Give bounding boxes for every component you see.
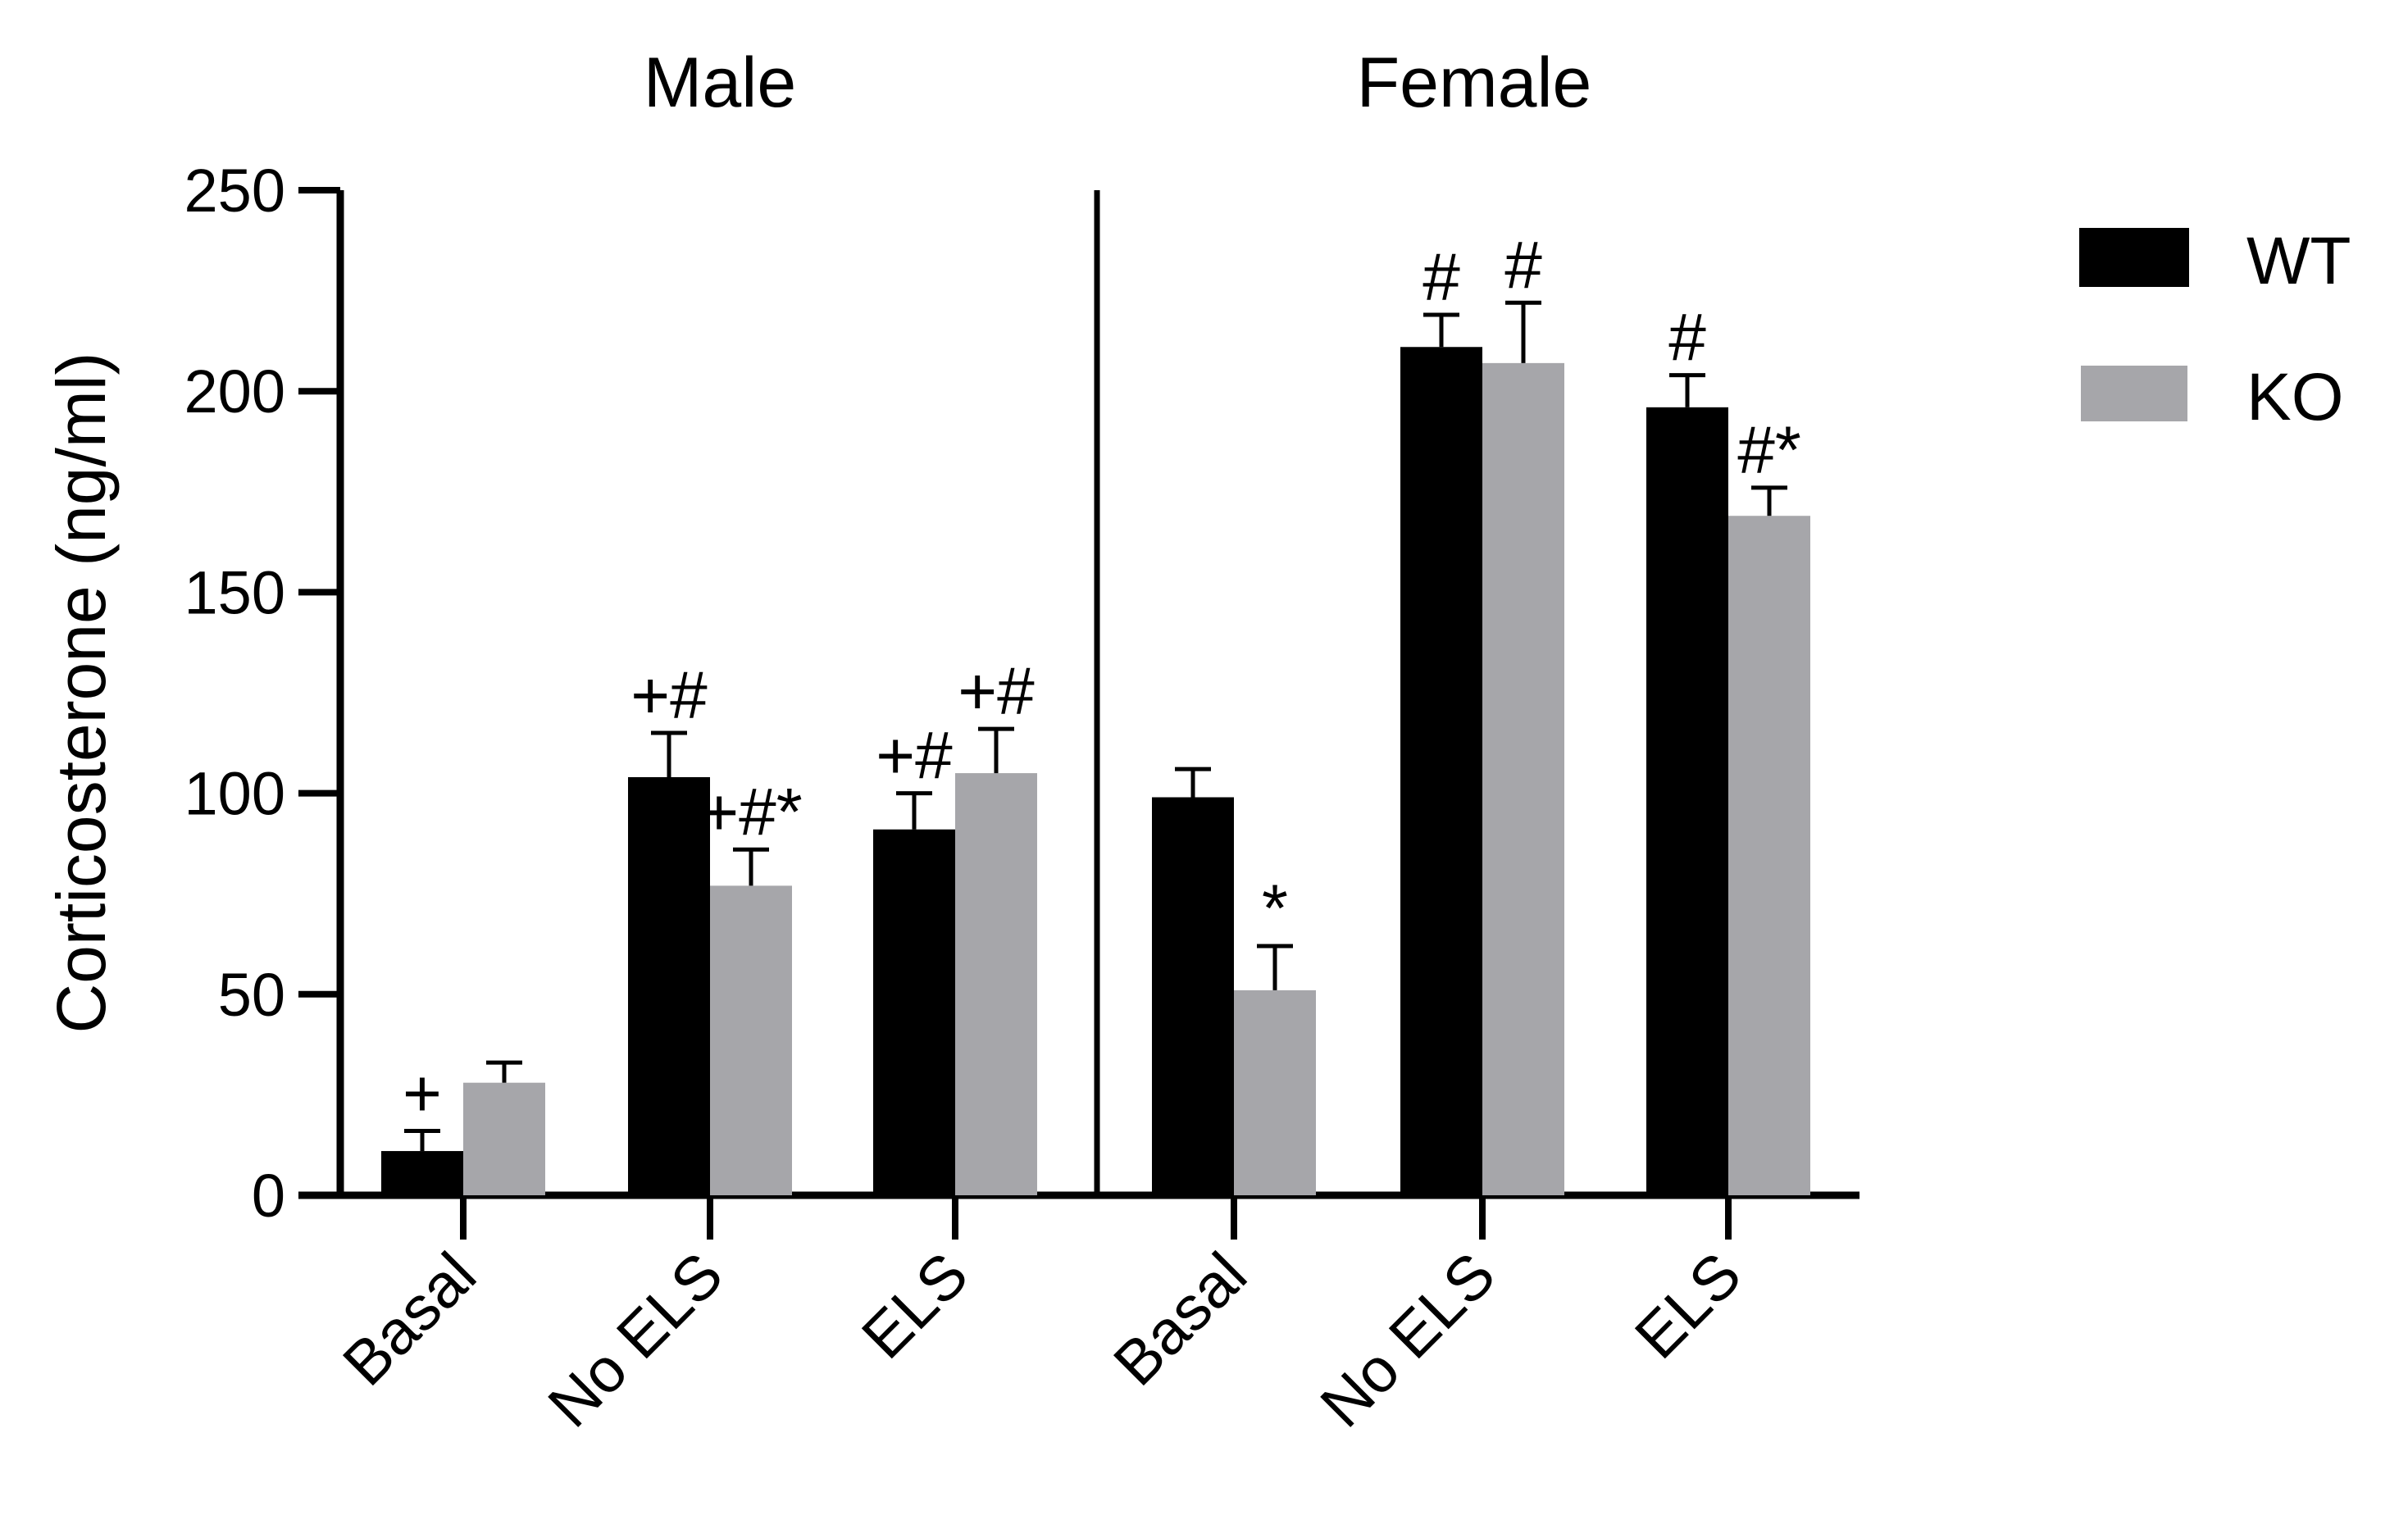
y-tick-label-50: 50 bbox=[218, 961, 285, 1029]
x-label-male-els: ELS bbox=[849, 1240, 981, 1372]
annotation-female-no-els-ko: # bbox=[1504, 228, 1542, 303]
legend: WT KO bbox=[2079, 224, 2351, 434]
y-tick-label-0: 0 bbox=[252, 1162, 285, 1230]
legend-label-ko: KO bbox=[2246, 360, 2343, 434]
annotation-male-basal-wt: + bbox=[403, 1057, 442, 1131]
x-label-female-basal: Basal bbox=[1100, 1240, 1260, 1399]
bar-male-no-els-wt bbox=[628, 776, 710, 1195]
y-tick-label-200: 200 bbox=[184, 357, 285, 425]
bars: ++#+#*+#+#*# ###* bbox=[381, 228, 1810, 1196]
bar-male-no-els-ko bbox=[710, 885, 792, 1195]
annotation-male-els-wt: +# bbox=[876, 719, 953, 794]
y-axis-title: Corticosterone (ng/ml) bbox=[43, 353, 120, 1034]
legend-label-wt: WT bbox=[2246, 224, 2351, 298]
bar-female-basal-wt bbox=[1152, 797, 1234, 1195]
bar-female-no-els-wt bbox=[1400, 347, 1482, 1196]
x-label-female-no-els: No ELS bbox=[1308, 1240, 1509, 1440]
panel-title-female: Female bbox=[1357, 43, 1592, 122]
annotation-female-els-wt: # bbox=[1668, 301, 1706, 375]
x-labels: Basal No ELS ELS Basal No ELS ELS bbox=[330, 1195, 1755, 1440]
bar-male-basal-wt bbox=[381, 1151, 463, 1195]
bar-female-basal-ko bbox=[1234, 990, 1316, 1195]
legend-swatch-wt bbox=[2079, 228, 2189, 287]
y-tick-label-250: 250 bbox=[184, 157, 285, 225]
annotation-male-no-els-wt: +# bbox=[630, 658, 708, 733]
x-label-male-no-els: No ELS bbox=[535, 1240, 736, 1440]
annotation-female-basal-ko: * bbox=[1262, 871, 1288, 946]
annotation-female-no-els-wt: # bbox=[1422, 240, 1460, 315]
y-tick-label-150: 150 bbox=[184, 558, 285, 626]
bar-female-els-wt bbox=[1646, 407, 1728, 1195]
panel-title-male: Male bbox=[644, 43, 796, 122]
annotation-male-no-els-ko: +#* bbox=[699, 775, 802, 849]
x-label-female-els: ELS bbox=[1622, 1240, 1755, 1372]
bar-female-no-els-ko bbox=[1482, 362, 1564, 1195]
bar-male-els-ko bbox=[955, 773, 1037, 1195]
legend-swatch-ko bbox=[2081, 366, 2187, 421]
bar-male-els-wt bbox=[873, 829, 955, 1195]
x-label-male-basal: Basal bbox=[330, 1240, 489, 1399]
y-tick-label-100: 100 bbox=[184, 760, 285, 828]
bar-male-basal-ko bbox=[463, 1082, 545, 1195]
annotation-female-els-ko: #* bbox=[1737, 413, 1801, 488]
annotation-male-els-ko: +# bbox=[958, 654, 1035, 729]
y-ticks: 0 50 100 150 200 250 bbox=[184, 157, 340, 1230]
bar-female-els-ko bbox=[1728, 516, 1810, 1195]
